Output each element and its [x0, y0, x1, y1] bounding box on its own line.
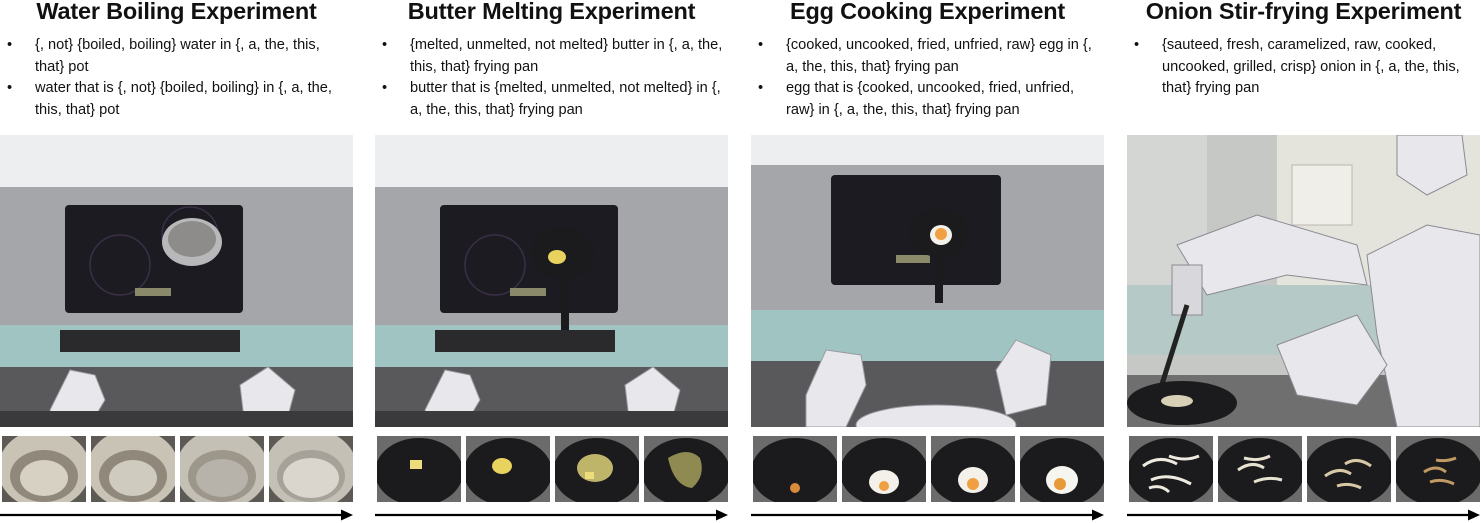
- template-item: {cooked, uncooked, fried, unfried, raw} …: [751, 35, 1104, 78]
- panel-title: Onion Stir-frying Experiment: [1145, 0, 1462, 24]
- template-item: butter that is {melted, unmelted, not me…: [375, 78, 728, 121]
- sequence-strip: [751, 436, 1104, 502]
- template-item: water that is {, not} {boiled, boiling} …: [0, 78, 353, 121]
- robot-kitchen-stove-pan-butter-photo: [375, 135, 728, 427]
- butter-melting-image: [555, 436, 639, 502]
- time-arrow: [0, 507, 353, 523]
- sequence-strip: [375, 436, 728, 502]
- panel-egg-cooking: Egg Cooking Experiment {cooked, uncooked…: [751, 0, 1104, 523]
- panel-water-boiling: Water Boiling Experiment {, not} {boiled…: [0, 0, 353, 523]
- egg-fried-image: [1020, 436, 1104, 502]
- panel-butter-melting: Butter Melting Experiment {melted, unmel…: [375, 0, 728, 523]
- butter-melted-image: [644, 436, 728, 502]
- egg-frying-image: [931, 436, 1015, 502]
- egg-raw-image: [753, 436, 837, 502]
- pot-water-warming-image: [91, 436, 175, 502]
- onion-raw-image: [1129, 436, 1213, 502]
- pot-water-cold-image: [2, 436, 86, 502]
- template-list: {cooked, uncooked, fried, unfried, raw} …: [751, 35, 1104, 121]
- template-list: {melted, unmelted, not melted} butter in…: [375, 35, 728, 121]
- template-list: {sauteed, fresh, caramelized, raw, cooke…: [1127, 35, 1480, 100]
- template-item: {sauteed, fresh, caramelized, raw, cooke…: [1127, 35, 1480, 100]
- butter-solid-image: [377, 436, 461, 502]
- pot-water-boiling-image: [269, 436, 353, 502]
- butter-softening-image: [466, 436, 550, 502]
- egg-cooking-image: [842, 436, 926, 502]
- template-list: {, not} {boiled, boiling} water in {, a,…: [0, 35, 353, 121]
- onion-sauteing-image: [1218, 436, 1302, 502]
- robot-kitchen-stove-pot-photo: [0, 135, 353, 427]
- pot-water-heating-image: [180, 436, 264, 502]
- onion-caramelized-image: [1396, 436, 1480, 502]
- time-arrow: [1127, 507, 1480, 523]
- panel-title: Water Boiling Experiment: [36, 0, 317, 24]
- panel-onion-stir-frying: Onion Stir-frying Experiment {sauteed, f…: [1127, 0, 1480, 523]
- time-arrow: [375, 507, 728, 523]
- panel-title: Egg Cooking Experiment: [789, 0, 1066, 24]
- template-item: {, not} {boiled, boiling} water in {, a,…: [0, 35, 353, 78]
- sequence-strip: [1127, 436, 1480, 502]
- template-item: egg that is {cooked, uncooked, fried, un…: [751, 78, 1104, 121]
- panel-title: Butter Melting Experiment: [407, 0, 696, 24]
- robot-kitchen-stove-pan-egg-photo: [751, 135, 1104, 427]
- pr2-robot-stir-frying-onion-photo: [1127, 135, 1480, 427]
- sequence-strip: [0, 436, 353, 502]
- onion-cooked-image: [1307, 436, 1391, 502]
- template-item: {melted, unmelted, not melted} butter in…: [375, 35, 728, 78]
- time-arrow: [751, 507, 1104, 523]
